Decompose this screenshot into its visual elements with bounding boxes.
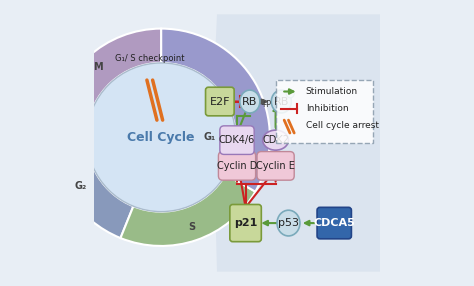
Text: CDK4/6: CDK4/6 <box>219 135 255 145</box>
FancyBboxPatch shape <box>230 204 261 242</box>
FancyBboxPatch shape <box>220 126 254 154</box>
Text: p21: p21 <box>234 218 257 228</box>
Text: Cyclin D: Cyclin D <box>217 161 257 171</box>
Ellipse shape <box>263 130 289 150</box>
Text: G₁: G₁ <box>204 132 216 142</box>
Ellipse shape <box>277 210 300 236</box>
Text: RB: RB <box>273 97 289 106</box>
Wedge shape <box>161 29 270 192</box>
Ellipse shape <box>240 90 260 113</box>
Text: G₁/ S checkpoint: G₁/ S checkpoint <box>115 54 184 63</box>
Text: Cell cycle arrest: Cell cycle arrest <box>306 121 379 130</box>
FancyBboxPatch shape <box>275 80 373 143</box>
Text: E2F: E2F <box>210 97 230 106</box>
FancyBboxPatch shape <box>219 152 255 180</box>
Text: M: M <box>93 62 103 72</box>
FancyBboxPatch shape <box>206 87 234 116</box>
Text: S: S <box>188 222 195 232</box>
Text: Stimulation: Stimulation <box>306 87 358 96</box>
Circle shape <box>87 63 236 212</box>
Text: +P: +P <box>260 100 272 109</box>
Ellipse shape <box>271 90 292 113</box>
FancyBboxPatch shape <box>257 152 294 180</box>
Text: P: P <box>288 91 292 96</box>
Text: CDCA5: CDCA5 <box>313 218 355 228</box>
FancyBboxPatch shape <box>317 207 351 239</box>
Text: G₂: G₂ <box>74 181 86 191</box>
Polygon shape <box>213 14 386 272</box>
Wedge shape <box>120 174 255 246</box>
Text: CDK2: CDK2 <box>262 135 289 145</box>
Circle shape <box>286 90 294 98</box>
Text: G₁: G₁ <box>244 100 256 110</box>
Text: Inhibition: Inhibition <box>306 104 348 113</box>
Wedge shape <box>53 128 133 238</box>
Text: Cell Cycle: Cell Cycle <box>128 131 195 144</box>
Text: RB: RB <box>242 97 257 106</box>
Text: Cyclin E: Cyclin E <box>256 161 295 171</box>
Text: p53: p53 <box>278 218 299 228</box>
Wedge shape <box>53 29 161 131</box>
